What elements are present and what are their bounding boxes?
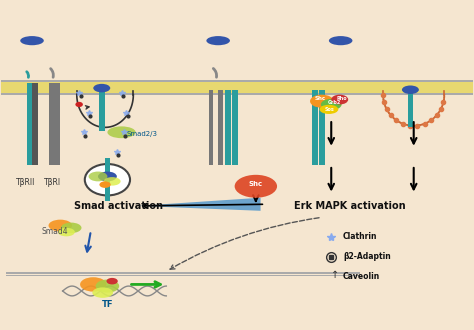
- Ellipse shape: [331, 95, 348, 105]
- Text: ↑: ↑: [331, 270, 339, 280]
- Ellipse shape: [104, 177, 120, 185]
- FancyBboxPatch shape: [408, 91, 413, 127]
- Ellipse shape: [319, 105, 338, 114]
- FancyBboxPatch shape: [1, 80, 473, 95]
- Ellipse shape: [93, 84, 110, 92]
- Text: TF: TF: [101, 300, 113, 309]
- FancyBboxPatch shape: [99, 91, 105, 131]
- Text: Smad2/3: Smad2/3: [126, 131, 157, 137]
- Ellipse shape: [321, 99, 342, 110]
- Text: Grb2: Grb2: [328, 100, 341, 106]
- Ellipse shape: [92, 287, 113, 298]
- Ellipse shape: [89, 172, 108, 182]
- Ellipse shape: [206, 36, 230, 45]
- Text: Clathrin: Clathrin: [343, 233, 377, 242]
- Text: Shc: Shc: [315, 96, 326, 101]
- FancyBboxPatch shape: [312, 90, 318, 165]
- Ellipse shape: [75, 102, 83, 107]
- Ellipse shape: [107, 278, 118, 284]
- Ellipse shape: [80, 277, 107, 292]
- Text: Rho: Rho: [337, 96, 347, 101]
- FancyBboxPatch shape: [1, 80, 473, 82]
- FancyBboxPatch shape: [48, 83, 54, 165]
- Ellipse shape: [310, 95, 334, 108]
- Ellipse shape: [48, 220, 72, 231]
- FancyBboxPatch shape: [27, 83, 33, 165]
- Text: TβRII: TβRII: [16, 178, 35, 187]
- Ellipse shape: [20, 36, 44, 45]
- FancyBboxPatch shape: [319, 90, 325, 165]
- Ellipse shape: [100, 182, 111, 188]
- Ellipse shape: [96, 280, 119, 293]
- Circle shape: [85, 164, 130, 195]
- Text: Caveolin: Caveolin: [343, 272, 380, 281]
- Ellipse shape: [108, 126, 136, 138]
- Ellipse shape: [235, 175, 277, 198]
- Text: Erk MAPK activation: Erk MAPK activation: [293, 201, 405, 211]
- FancyBboxPatch shape: [105, 158, 110, 201]
- FancyBboxPatch shape: [209, 90, 213, 165]
- Ellipse shape: [58, 228, 75, 236]
- Text: β2-Adaptin: β2-Adaptin: [343, 252, 391, 261]
- Ellipse shape: [402, 85, 419, 94]
- Ellipse shape: [61, 223, 82, 233]
- FancyBboxPatch shape: [6, 272, 359, 274]
- FancyBboxPatch shape: [54, 83, 60, 165]
- Ellipse shape: [329, 36, 353, 45]
- Ellipse shape: [98, 172, 117, 182]
- FancyBboxPatch shape: [232, 90, 238, 165]
- FancyBboxPatch shape: [218, 90, 223, 165]
- Polygon shape: [138, 198, 261, 211]
- Text: Sos: Sos: [324, 107, 334, 112]
- Text: Smad activation: Smad activation: [74, 201, 164, 211]
- FancyBboxPatch shape: [1, 93, 473, 95]
- Text: Shc: Shc: [249, 181, 263, 187]
- Text: Smad4: Smad4: [41, 227, 68, 236]
- FancyBboxPatch shape: [225, 90, 231, 165]
- Text: TβRI: TβRI: [44, 178, 61, 187]
- FancyBboxPatch shape: [6, 275, 359, 276]
- FancyBboxPatch shape: [32, 83, 37, 165]
